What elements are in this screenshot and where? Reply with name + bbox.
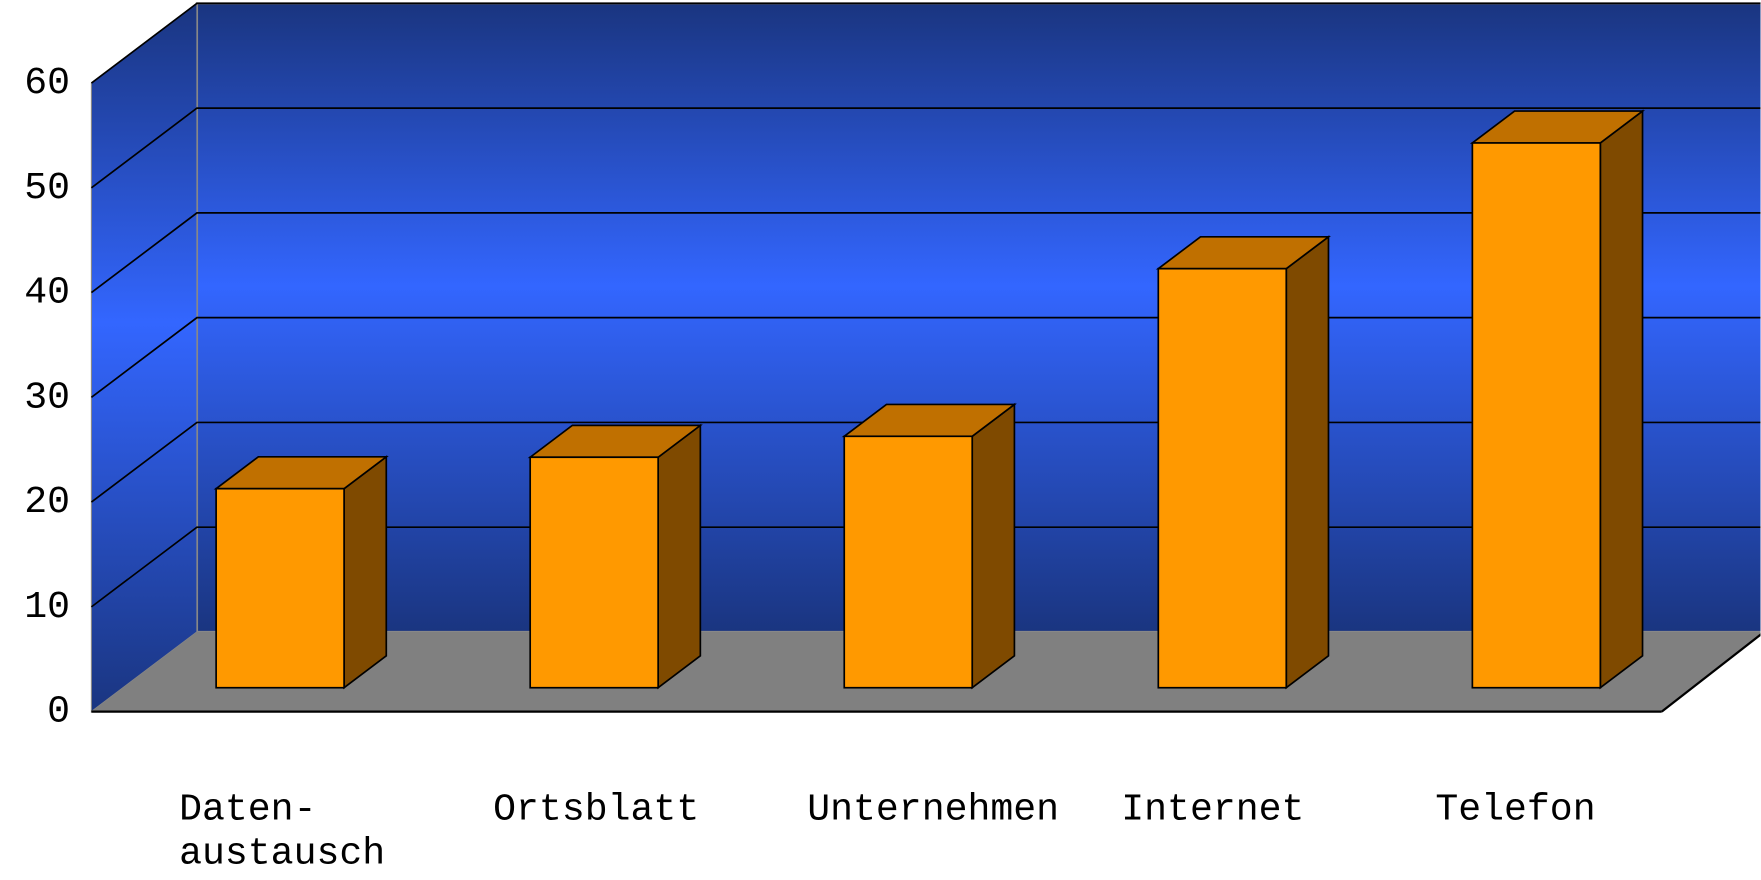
bar-front — [1157, 267, 1288, 689]
x-tick-label: Unternehmen — [807, 788, 1059, 831]
bar-side — [1285, 235, 1330, 690]
bar-front — [215, 487, 345, 689]
x-tick-label: Daten-austausch — [179, 788, 385, 875]
y-tick-label: 30 — [24, 376, 70, 419]
bar-side — [657, 423, 702, 690]
y-tick-label: 40 — [24, 272, 70, 315]
bar-front — [843, 435, 974, 689]
grid-line — [90, 212, 1761, 294]
bar — [1155, 235, 1331, 690]
labels: 0 10 20 30 40 50 60 Daten-austausch Ortsblatt Unt… — [24, 62, 1595, 875]
grid-line — [90, 2, 1761, 84]
bar-side — [1599, 109, 1644, 690]
x-tick-label: Internet — [1121, 788, 1304, 831]
y-tick-label: 20 — [24, 481, 70, 524]
bar — [213, 455, 389, 690]
y-tick-label: 10 — [24, 586, 70, 629]
bar-front — [529, 456, 659, 689]
bars — [213, 109, 1646, 690]
y-tick-label: 50 — [24, 167, 70, 210]
bar — [1469, 109, 1646, 690]
bar — [841, 402, 1017, 690]
bar — [527, 423, 703, 690]
x-tick-label: Telefon — [1435, 788, 1595, 831]
y-tick-label: 60 — [24, 62, 70, 105]
y-tick-label: 0 — [47, 691, 70, 734]
x-tick-label: Ortsblatt — [493, 788, 699, 831]
bar-front — [1471, 142, 1602, 689]
floor-edge — [1661, 633, 1761, 713]
bar-side — [971, 402, 1016, 690]
grid-line — [90, 107, 1761, 189]
bar-side — [343, 455, 388, 690]
plot — [90, 2, 1761, 713]
